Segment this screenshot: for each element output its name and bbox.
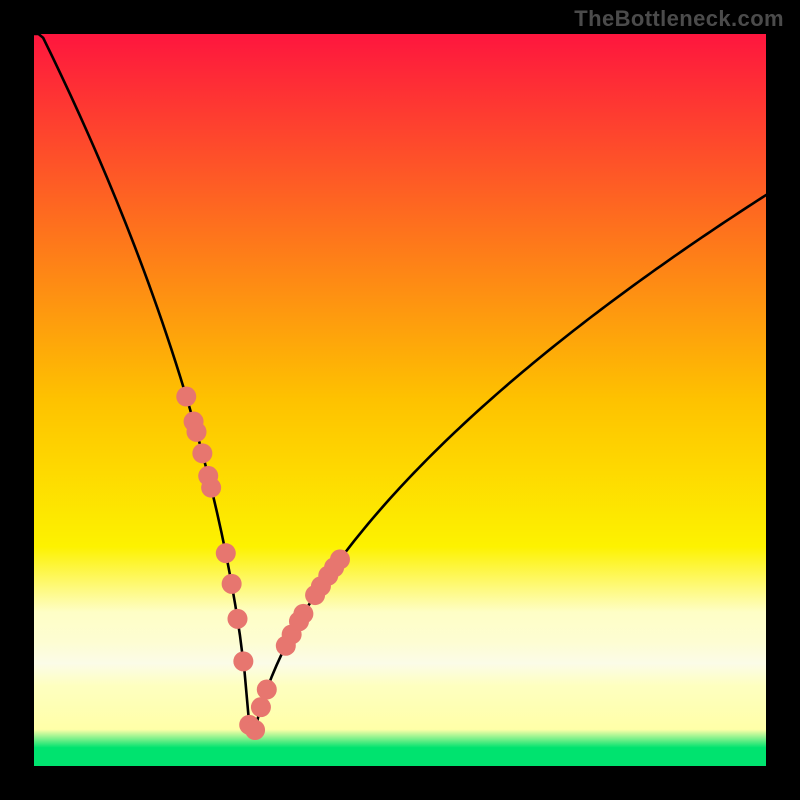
curve-marker (176, 387, 196, 407)
curve-marker (233, 651, 253, 671)
curve-marker (228, 609, 248, 629)
curve-marker (201, 478, 221, 498)
curve-marker (251, 697, 271, 717)
curve-marker (192, 443, 212, 463)
chart-svg (0, 0, 800, 800)
curve-marker (222, 574, 242, 594)
curve-marker (187, 422, 207, 442)
curve-marker (245, 720, 265, 740)
chart-stage: TheBottleneck.com (0, 0, 800, 800)
curve-marker (293, 604, 313, 624)
curve-marker (257, 680, 277, 700)
plot-background (34, 34, 766, 766)
watermark-text: TheBottleneck.com (574, 6, 784, 32)
curve-marker (330, 549, 350, 569)
curve-marker (216, 543, 236, 563)
